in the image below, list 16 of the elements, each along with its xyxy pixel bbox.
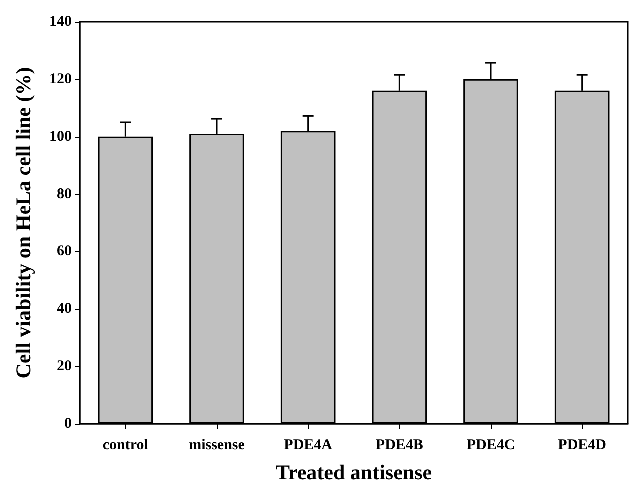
x-tick-label: PDE4C bbox=[466, 438, 516, 454]
x-tick-label: missense bbox=[189, 438, 246, 454]
x-tick-label: PDE4A bbox=[284, 438, 333, 454]
x-tick-label: PDE4B bbox=[376, 438, 424, 454]
y-tick-label: 40 bbox=[57, 301, 72, 318]
y-tick-label: 120 bbox=[50, 71, 72, 88]
y-tick-label: 0 bbox=[64, 416, 72, 432]
y-tick-label: 140 bbox=[50, 14, 72, 30]
x-tick-label: PDE4D bbox=[558, 438, 607, 454]
y-axis-title: Cell viability on HeLa cell line (%) bbox=[12, 67, 36, 379]
y-tick-label: 100 bbox=[50, 128, 72, 145]
y-tick-label: 20 bbox=[57, 358, 72, 375]
x-tick-label: control bbox=[102, 438, 148, 454]
x-axis-title: Treated antisense bbox=[276, 460, 432, 484]
y-tick-label: 80 bbox=[57, 186, 72, 202]
y-tick-label: 60 bbox=[57, 244, 72, 260]
